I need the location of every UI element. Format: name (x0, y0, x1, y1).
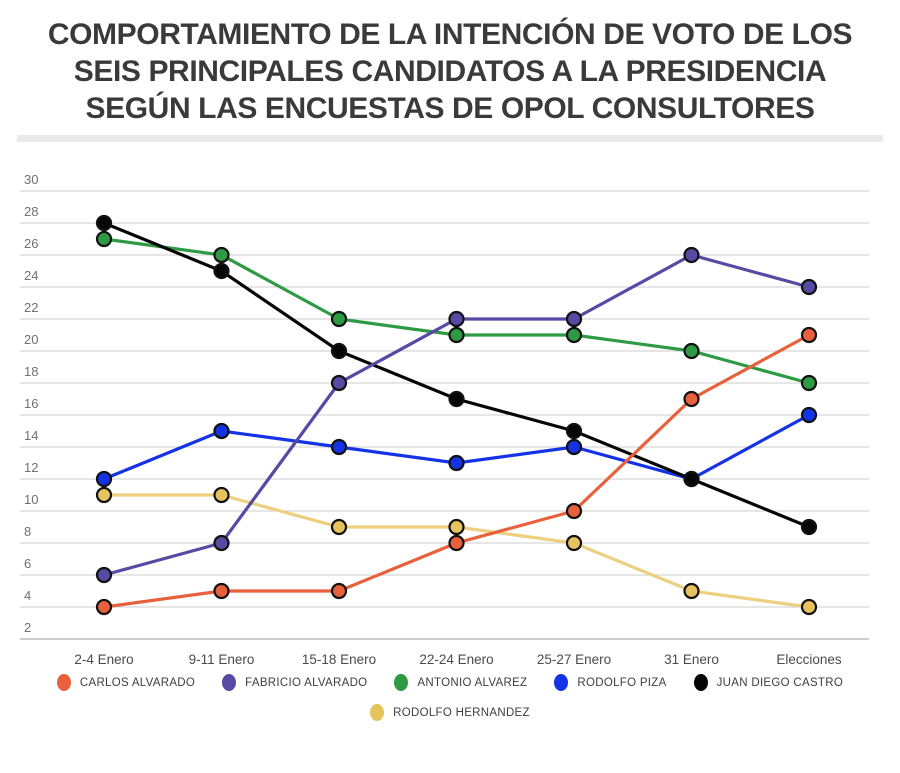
ytick-label: 26 (24, 236, 38, 251)
data-point-antonio-alvarez-1[interactable] (213, 246, 230, 264)
ytick-label: 22 (24, 300, 38, 315)
chart-title: COMPORTAMIENTO DE LA INTENCIÓN DE VOTO D… (47, 18, 853, 125)
data-point-juan-diego-castro-3[interactable] (448, 390, 465, 408)
data-point-rodolfo-piza-2[interactable] (330, 438, 348, 456)
data-point-fabricio-alvarado-4[interactable] (565, 310, 583, 328)
legend-item-fabricio-alvarado: FABRICIO ALVARADO (222, 674, 367, 691)
data-point-antonio-alvarez-0[interactable] (95, 230, 113, 248)
legend-swatch-icon (554, 674, 569, 691)
xtick-label: 9-11 Enero (189, 652, 255, 667)
data-point-juan-diego-castro-5[interactable] (683, 470, 700, 488)
legend-row-2: RODOLFO HERNANDEZ (0, 704, 900, 721)
data-point-rodolfo-piza-6[interactable] (800, 406, 818, 424)
xtick-label: 31 Enero (664, 652, 719, 667)
data-point-rodolfo-hernandez-5[interactable] (683, 582, 700, 600)
ytick-label: 12 (24, 460, 38, 475)
data-point-carlos-alvarado-2[interactable] (330, 582, 348, 600)
xtick-label: 15-18 Enero (302, 652, 376, 667)
data-point-carlos-alvarado-5[interactable] (683, 390, 700, 408)
data-point-juan-diego-castro-1[interactable] (213, 262, 230, 280)
legend-swatch-icon (693, 674, 708, 691)
ytick-label: 4 (24, 588, 31, 603)
data-point-fabricio-alvarado-1[interactable] (213, 534, 230, 552)
title-divider (17, 135, 883, 142)
data-point-rodolfo-piza-3[interactable] (448, 454, 465, 472)
data-point-rodolfo-piza-1[interactable] (213, 422, 230, 440)
ytick-label: 2 (24, 620, 31, 635)
legend-swatch-icon (394, 674, 409, 691)
legend-label: RODOLFO HERNANDEZ (393, 706, 530, 719)
data-point-carlos-alvarado-0[interactable] (95, 598, 113, 616)
legend-row-1: CARLOS ALVARADO FABRICIO ALVARADO ANTONIO … (0, 674, 900, 691)
data-point-antonio-alvarez-4[interactable] (565, 326, 583, 344)
data-point-juan-diego-castro-0[interactable] (95, 214, 113, 232)
legend-item-juan-diego-castro: JUAN DIEGO CASTRO (693, 674, 844, 691)
series-line-juan-diego-castro (103, 221, 810, 529)
ytick-label: 10 (24, 492, 38, 507)
xtick-label: 22-24 Enero (419, 652, 493, 667)
data-point-rodolfo-piza-4[interactable] (565, 438, 583, 456)
data-point-rodolfo-hernandez-1[interactable] (213, 486, 230, 504)
ytick-label: 20 (24, 332, 38, 347)
data-point-carlos-alvarado-4[interactable] (565, 502, 583, 520)
data-point-antonio-alvarez-5[interactable] (683, 342, 700, 360)
ytick-label: 14 (24, 428, 38, 443)
data-point-fabricio-alvarado-5[interactable] (683, 246, 700, 264)
data-point-rodolfo-hernandez-4[interactable] (565, 534, 583, 552)
ytick-label: 24 (24, 268, 38, 283)
data-point-juan-diego-castro-2[interactable] (330, 342, 348, 360)
ytick-label: 30 (24, 172, 38, 187)
legend-label: FABRICIO ALVARADO (245, 676, 368, 689)
data-point-rodolfo-hernandez-3[interactable] (448, 518, 465, 536)
ytick-label: 16 (24, 396, 38, 411)
data-point-fabricio-alvarado-2[interactable] (330, 374, 348, 392)
legend-label: RODOLFO PIZA (577, 676, 667, 689)
xtick-label: Elecciones (776, 652, 842, 667)
ytick-label: 18 (24, 364, 38, 379)
ytick-label: 28 (24, 204, 38, 219)
xtick-label: 2-4 Enero (74, 652, 133, 667)
legend-swatch-icon (370, 704, 385, 721)
data-point-juan-diego-castro-6[interactable] (800, 518, 818, 536)
legend-item-rodolfo-piza: RODOLFO PIZA (554, 674, 666, 691)
legend-label: JUAN DIEGO CASTRO (716, 676, 844, 689)
ytick-label: 8 (24, 524, 31, 539)
data-point-antonio-alvarez-2[interactable] (330, 310, 348, 328)
data-point-carlos-alvarado-1[interactable] (213, 582, 230, 600)
data-point-carlos-alvarado-3[interactable] (448, 534, 465, 552)
data-point-fabricio-alvarado-3[interactable] (448, 310, 465, 328)
legend-label: CARLOS ALVARADO (79, 676, 196, 689)
data-point-rodolfo-hernandez-6[interactable] (800, 598, 818, 616)
data-point-juan-diego-castro-4[interactable] (565, 422, 583, 440)
chart-page: COMPORTAMIENTO DE LA INTENCIÓN DE VOTO D… (0, 16, 900, 773)
legend-item-carlos-alvarado: CARLOS ALVARADO (56, 674, 196, 691)
ytick-label: 6 (24, 556, 31, 571)
xtick-label: 25-27 Enero (537, 652, 611, 667)
data-point-antonio-alvarez-3[interactable] (448, 326, 465, 344)
legend-item-antonio-alvarez: ANTONIO ALVAREZ (394, 674, 527, 691)
legend-item-rodolfo-hernandez: RODOLFO HERNANDEZ (370, 704, 530, 721)
legend-swatch-icon (56, 674, 71, 691)
data-point-antonio-alvarez-6[interactable] (800, 374, 818, 392)
data-point-rodolfo-hernandez-0[interactable] (95, 486, 113, 504)
data-point-fabricio-alvarado-6[interactable] (800, 278, 818, 296)
data-point-rodolfo-piza-0[interactable] (95, 470, 113, 488)
data-point-carlos-alvarado-6[interactable] (800, 326, 818, 344)
data-point-fabricio-alvarado-0[interactable] (95, 566, 113, 584)
chart-legend: CARLOS ALVARADO FABRICIO ALVARADO ANTONIO … (0, 674, 900, 721)
legend-label: ANTONIO ALVAREZ (417, 676, 528, 689)
data-point-rodolfo-hernandez-2[interactable] (330, 518, 348, 536)
legend-swatch-icon (222, 674, 237, 691)
